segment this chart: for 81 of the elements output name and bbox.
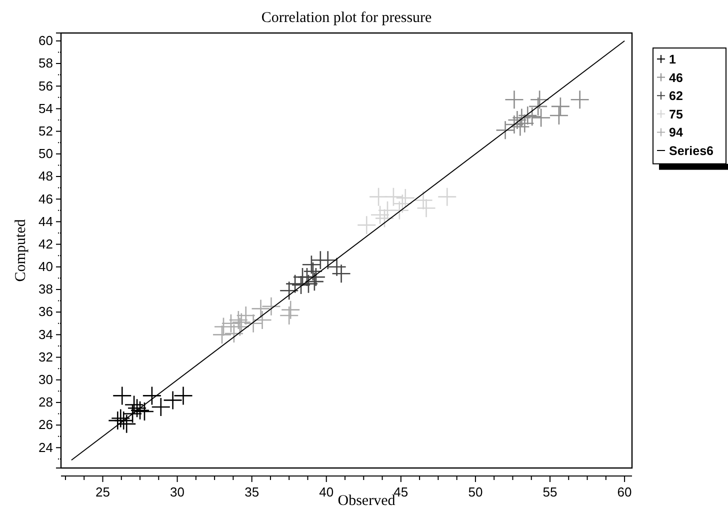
point [370, 205, 390, 225]
point [390, 200, 410, 220]
legend-label: 1 [669, 52, 676, 66]
y-tick-label: 60 [38, 33, 53, 48]
point [174, 386, 193, 406]
point [291, 275, 311, 295]
point [550, 96, 570, 116]
point [212, 325, 232, 344]
y-tick-label: 32 [38, 349, 53, 364]
point [163, 390, 182, 410]
y-tick-label: 50 [38, 146, 53, 162]
y-tick-label: 34 [38, 326, 53, 342]
point [298, 274, 318, 294]
y-tick-label: 46 [38, 191, 53, 206]
point [416, 198, 436, 218]
y-tick-label: 24 [38, 440, 53, 455]
y-tick-label: 54 [38, 100, 53, 116]
x-tick-label: 25 [96, 484, 110, 500]
point [549, 106, 569, 126]
y-tick-label: 42 [38, 236, 53, 252]
point [530, 90, 550, 110]
legend-label: 62 [669, 89, 683, 104]
point [122, 404, 142, 424]
point [496, 120, 515, 140]
y-tick-label: 38 [38, 282, 53, 297]
point [504, 90, 524, 110]
y-tick-label: 30 [38, 372, 53, 388]
y-tick-label: 44 [38, 214, 53, 229]
x-tick-label: 50 [468, 484, 483, 500]
legend-label: 94 [669, 126, 683, 140]
point [332, 264, 351, 284]
legend-label: Series6 [669, 144, 714, 158]
y-tick-label: 26 [38, 417, 53, 432]
y-tick-label: 40 [38, 259, 53, 274]
point [396, 188, 416, 208]
point [108, 410, 128, 430]
y-tick-label: 56 [38, 78, 53, 94]
point [302, 254, 322, 274]
point [116, 414, 136, 434]
x-tick-label: 30 [170, 484, 185, 500]
point [280, 300, 300, 320]
point [262, 296, 281, 316]
y-tick-label: 36 [38, 304, 53, 320]
point [374, 208, 394, 228]
point [279, 306, 299, 326]
point [221, 314, 241, 334]
point [522, 106, 542, 126]
point [251, 299, 270, 318]
point [528, 96, 548, 116]
point [230, 317, 250, 336]
chart-title: Correlation plot for pressure [261, 10, 432, 26]
x-tick-label: 35 [244, 484, 260, 500]
point [252, 310, 272, 330]
point [304, 272, 324, 292]
point [508, 110, 527, 130]
point [515, 114, 534, 134]
x-tick-label: 55 [542, 484, 558, 500]
point [531, 108, 551, 128]
point [414, 190, 433, 210]
x-tick-label: 45 [394, 484, 408, 500]
point [110, 408, 130, 428]
x-tick-label: 40 [319, 484, 334, 500]
point [303, 262, 323, 282]
y-tick-label: 48 [38, 168, 53, 184]
point [570, 90, 590, 110]
point [504, 114, 524, 134]
point [510, 117, 530, 136]
x-tick-label: 60 [617, 484, 632, 500]
x-axis-title: Observed [338, 493, 396, 509]
point [356, 215, 376, 235]
point [437, 187, 457, 206]
legend-label: 46 [669, 70, 683, 85]
y-tick-label: 28 [38, 394, 53, 410]
legend-label: 75 [669, 107, 683, 122]
point [518, 106, 538, 126]
y-tick-label: 52 [38, 123, 53, 138]
point [512, 108, 532, 128]
point [279, 280, 299, 300]
y-axis-title: Computed [13, 218, 29, 282]
point [292, 267, 312, 287]
y-tick-label: 58 [38, 56, 53, 71]
